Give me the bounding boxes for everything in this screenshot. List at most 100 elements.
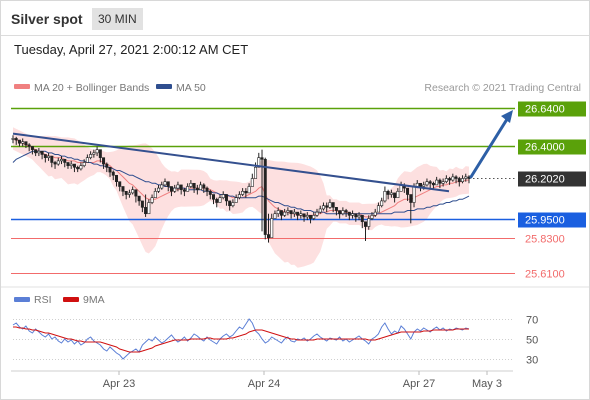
candle-body (50, 155, 54, 163)
candle-body (266, 234, 270, 239)
candle-body (30, 146, 34, 150)
candle-body (40, 150, 44, 155)
candle-body (169, 186, 173, 192)
candle-body (237, 194, 241, 199)
candle-body (144, 207, 148, 215)
candle-body (386, 191, 390, 195)
rsi-ma-legend-swatch (63, 297, 79, 302)
rsi-ma-line (13, 326, 469, 353)
candle-body (451, 176, 455, 181)
candle-body (182, 189, 186, 192)
candle-body (72, 163, 76, 168)
candle-body (296, 211, 300, 216)
candle-body (108, 166, 112, 173)
level-label-box-pivot (518, 212, 586, 228)
candle-body (69, 163, 73, 166)
ma50-legend-swatch (156, 84, 172, 89)
candles (11, 135, 471, 243)
candle-body (157, 187, 161, 192)
projection-arrow-head (501, 110, 513, 123)
candle-body (318, 208, 322, 213)
rsi-tick-label: 30 (526, 355, 538, 367)
instrument-title: Silver spot (11, 11, 83, 27)
candle-body (354, 213, 358, 218)
candle-body (393, 192, 397, 199)
candle-body (140, 200, 144, 208)
rsi-legend: RSI 9MA (14, 294, 105, 306)
candle-body (305, 215, 309, 218)
candle-body (315, 211, 319, 216)
candle-body (118, 181, 122, 187)
candle-body (14, 138, 18, 141)
candle-body (160, 184, 164, 189)
x-tick-label: Apr 27 (403, 378, 435, 390)
candle-body (270, 218, 274, 239)
candle-body (228, 200, 232, 207)
bollinger-legend-label: MA 20 + Bollinger Bands (34, 82, 149, 94)
candle-body (63, 158, 67, 163)
candle-body (341, 210, 345, 215)
candle-body (127, 192, 131, 195)
candle-body (98, 149, 102, 158)
candle-body (312, 215, 316, 219)
level-label-box-resistance (518, 139, 586, 155)
candle-body (218, 197, 222, 203)
candle-body (163, 181, 167, 186)
candle-body (134, 189, 138, 197)
candle-body (234, 197, 238, 203)
candle-body (202, 184, 206, 189)
candle-body (289, 210, 293, 215)
candle-body (347, 211, 351, 216)
candle-body (105, 163, 109, 168)
candle-body (205, 187, 209, 192)
candle-body (85, 157, 89, 163)
candle-body (428, 181, 432, 184)
candle-body (431, 182, 435, 186)
candle-body (260, 157, 264, 160)
candle-body (79, 165, 83, 170)
candle-body (221, 194, 225, 199)
candle-body (150, 197, 154, 203)
candle-body (66, 162, 70, 166)
candle-body (383, 191, 387, 202)
candle-body (224, 194, 228, 202)
candle-body (276, 210, 280, 215)
candle-body (82, 162, 86, 166)
level-label-resistance: 26.6400 (525, 104, 565, 116)
candle-body (244, 191, 248, 194)
candle-body (186, 186, 190, 192)
candle-body (444, 178, 448, 182)
candle-body (111, 171, 115, 176)
candle-body (114, 174, 118, 182)
candle-body (147, 202, 151, 215)
candle-body (92, 152, 96, 155)
candle-body (189, 182, 193, 187)
candle-body (412, 186, 416, 203)
level-label-support: 25.6100 (525, 269, 565, 281)
rsi-grid: 70 50 30 (13, 315, 538, 367)
rsi-ma-legend-label: 9MA (83, 294, 105, 306)
candle-body (95, 149, 99, 154)
candle-body (192, 182, 196, 189)
candle-body (283, 211, 287, 216)
candle-body (56, 160, 60, 165)
candle-body (24, 141, 28, 146)
candle-body (208, 191, 212, 195)
candle-body (60, 158, 64, 162)
current-price-label (518, 171, 586, 187)
candle-body (89, 154, 93, 158)
rsi-tick-label: 50 (526, 335, 538, 347)
candle-body (351, 213, 355, 216)
x-tick-labels: Apr 23 Apr 24 Apr 27 May 3 (103, 371, 502, 390)
candle-body (299, 213, 303, 216)
timeframe-button[interactable]: 30 MIN (92, 8, 143, 30)
candle-body (257, 157, 261, 168)
candle-body (454, 176, 458, 179)
candle-body (438, 179, 442, 184)
candle-body (121, 186, 125, 192)
candle-body (179, 184, 183, 190)
candle-body (27, 144, 31, 147)
candle-body (53, 162, 57, 165)
candle-body (11, 138, 15, 140)
candle-body (176, 184, 180, 189)
